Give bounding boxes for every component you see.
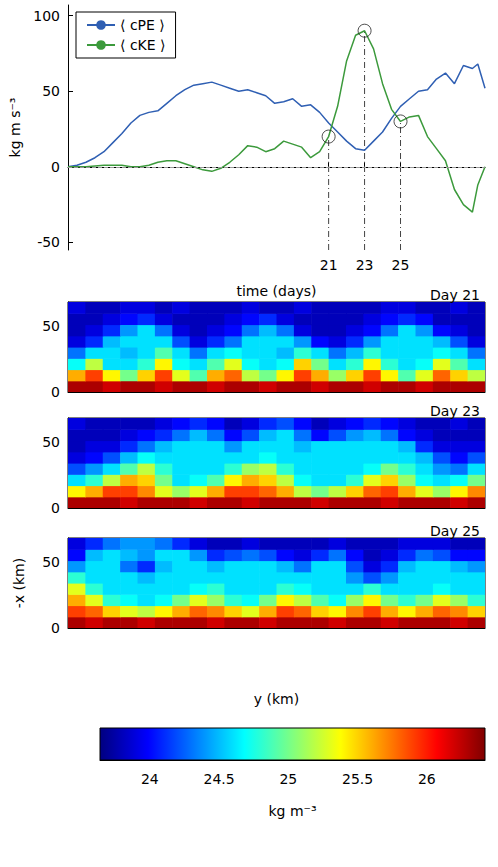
svg-text:26: 26 [418, 771, 436, 787]
svg-text:kg m⁻³: kg m⁻³ [268, 803, 316, 819]
svg-text:0: 0 [51, 384, 60, 400]
svg-text:23: 23 [356, 257, 374, 273]
svg-text:24: 24 [141, 771, 159, 787]
svg-text:50: 50 [42, 318, 60, 334]
svg-text:Day 21: Day 21 [430, 287, 480, 303]
svg-text:50: 50 [42, 83, 60, 99]
svg-text:Day 23: Day 23 [430, 403, 480, 419]
svg-text:0: 0 [51, 620, 60, 636]
svg-text:⟨ cPE ⟩: ⟨ cPE ⟩ [120, 17, 165, 33]
svg-text:21: 21 [320, 257, 338, 273]
svg-text:100: 100 [33, 8, 60, 24]
svg-text:25.5: 25.5 [342, 771, 373, 787]
svg-text:0: 0 [51, 159, 60, 175]
svg-text:25: 25 [279, 771, 297, 787]
svg-text:50: 50 [42, 434, 60, 450]
svg-text:24.5: 24.5 [204, 771, 235, 787]
svg-text:Day 25: Day 25 [430, 523, 480, 539]
svg-text:kg m s⁻³: kg m s⁻³ [7, 98, 23, 158]
svg-text:y (km): y (km) [254, 691, 299, 707]
svg-text:time (days): time (days) [236, 283, 316, 299]
svg-text:50: 50 [42, 554, 60, 570]
svg-text:-x (km): -x (km) [11, 558, 27, 608]
svg-text:-50: -50 [37, 234, 60, 250]
svg-text:0: 0 [51, 500, 60, 516]
svg-text:⟨ cKE ⟩: ⟨ cKE ⟩ [120, 37, 166, 53]
svg-text:25: 25 [392, 257, 410, 273]
